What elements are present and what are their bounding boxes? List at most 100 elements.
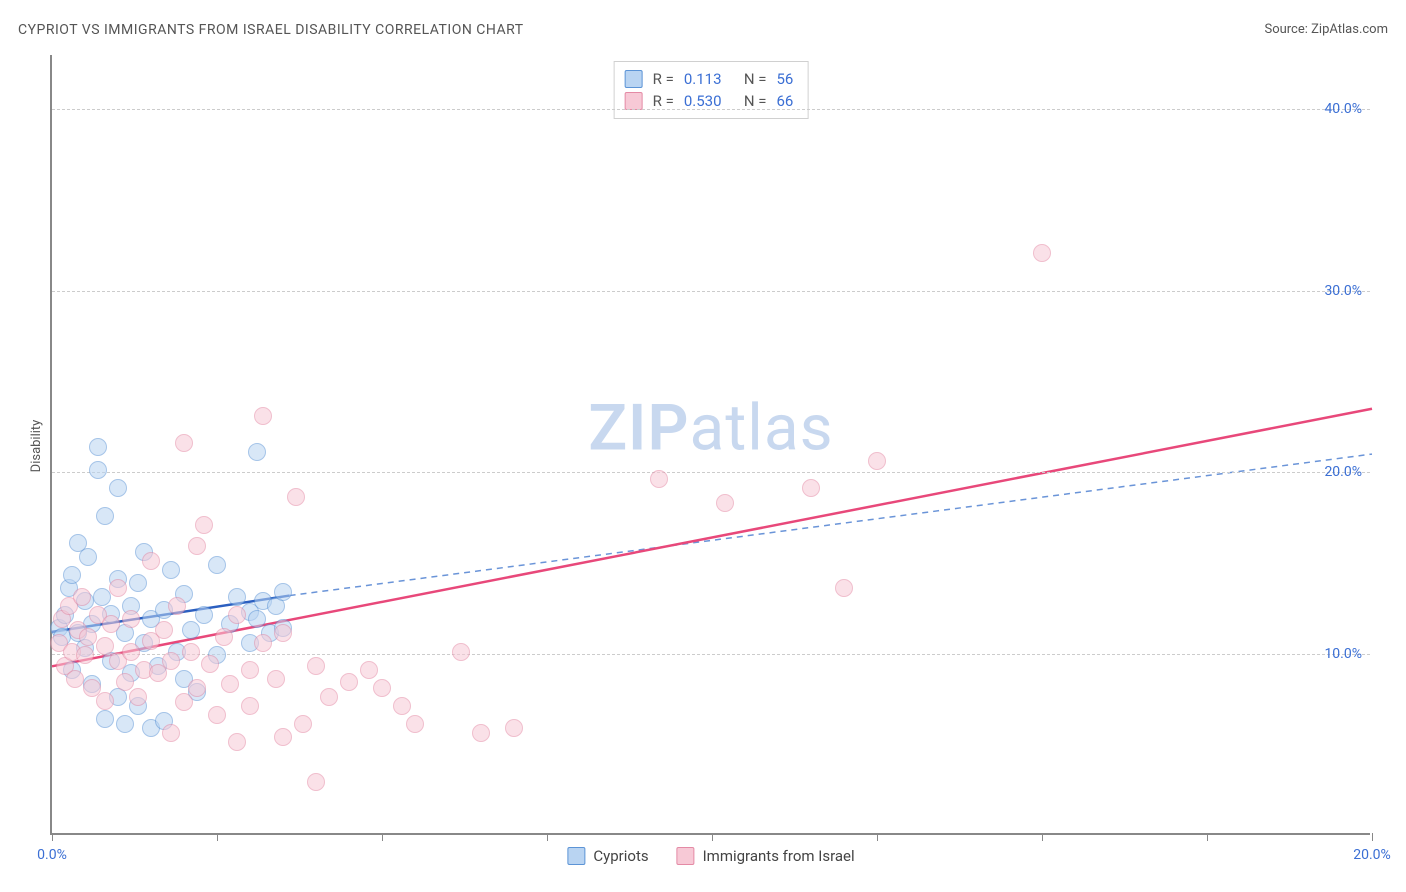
scatter-point	[188, 537, 206, 555]
gridline	[52, 654, 1370, 655]
scatter-point	[393, 697, 411, 715]
scatter-point	[254, 634, 272, 652]
scatter-point	[142, 552, 160, 570]
scatter-point	[182, 643, 200, 661]
x-tick	[712, 833, 713, 841]
scatter-point	[868, 452, 886, 470]
scatter-point	[307, 657, 325, 675]
scatter-point	[168, 597, 186, 615]
scatter-point	[406, 715, 424, 733]
legend-item: Immigrants from Israel	[677, 847, 855, 865]
scatter-point	[1033, 244, 1051, 262]
scatter-point	[96, 692, 114, 710]
x-tick	[547, 833, 548, 841]
scatter-point	[102, 615, 120, 633]
legend-swatch	[567, 847, 585, 865]
legend-label: Cypriots	[593, 847, 648, 865]
y-tick-label: 30.0%	[1324, 283, 1362, 299]
scatter-point	[360, 661, 378, 679]
legend-label: Immigrants from Israel	[703, 847, 855, 865]
scatter-point	[274, 583, 292, 601]
scatter-point	[208, 706, 226, 724]
x-tick	[877, 833, 878, 841]
scatter-point	[835, 579, 853, 597]
scatter-point	[215, 628, 233, 646]
scatter-point	[96, 637, 114, 655]
scatter-point	[79, 548, 97, 566]
x-tick	[217, 833, 218, 841]
plot-area: ZIPatlas R =0.113N =56R =0.530N =66 Cypr…	[50, 55, 1370, 835]
gridline	[52, 109, 1370, 110]
scatter-point	[116, 715, 134, 733]
scatter-point	[89, 461, 107, 479]
scatter-point	[472, 724, 490, 742]
y-tick-label: 10.0%	[1324, 646, 1362, 662]
legend-item: Cypriots	[567, 847, 648, 865]
trend-line	[290, 454, 1372, 595]
scatter-point	[201, 655, 219, 673]
scatter-point	[79, 628, 97, 646]
scatter-point	[122, 610, 140, 628]
scatter-point	[307, 773, 325, 791]
scatter-point	[208, 556, 226, 574]
scatter-point	[162, 724, 180, 742]
legend-n-value: 66	[776, 92, 793, 110]
scatter-point	[175, 434, 193, 452]
scatter-point	[248, 443, 266, 461]
y-tick-label: 20.0%	[1324, 464, 1362, 480]
legend-n-label: N =	[744, 92, 767, 110]
scatter-point	[96, 710, 114, 728]
chart-title: CYPRIOT VS IMMIGRANTS FROM ISRAEL DISABI…	[18, 22, 524, 38]
legend-bottom: Cypriots Immigrants from Israel	[567, 847, 854, 865]
scatter-point	[76, 646, 94, 664]
legend-n-value: 56	[776, 70, 793, 88]
scatter-point	[221, 675, 239, 693]
legend-r-value: 0.113	[684, 70, 734, 88]
scatter-point	[96, 507, 114, 525]
scatter-point	[116, 673, 134, 691]
trend-lines	[52, 55, 1370, 833]
scatter-point	[195, 606, 213, 624]
legend-swatch	[625, 92, 643, 110]
scatter-point	[182, 621, 200, 639]
scatter-point	[66, 670, 84, 688]
scatter-point	[162, 652, 180, 670]
scatter-point	[241, 697, 259, 715]
scatter-point	[452, 643, 470, 661]
scatter-point	[254, 407, 272, 425]
scatter-point	[63, 566, 81, 584]
scatter-point	[340, 673, 358, 691]
scatter-point	[287, 488, 305, 506]
scatter-point	[716, 494, 734, 512]
chart-source: Source: ZipAtlas.com	[1264, 22, 1388, 37]
legend-r-value: 0.530	[684, 92, 734, 110]
scatter-point	[155, 621, 173, 639]
scatter-point	[162, 561, 180, 579]
x-tick	[1042, 833, 1043, 841]
legend-stats-row: R = 0.113 N = 56	[625, 68, 794, 90]
scatter-point	[89, 438, 107, 456]
scatter-point	[650, 470, 668, 488]
scatter-point	[294, 715, 312, 733]
scatter-point	[195, 516, 213, 534]
legend-r-label: R =	[653, 70, 674, 88]
scatter-point	[248, 610, 266, 628]
x-tick	[52, 833, 53, 841]
chart-container: CYPRIOT VS IMMIGRANTS FROM ISRAEL DISABI…	[0, 0, 1406, 892]
scatter-point	[505, 719, 523, 737]
legend-n-label: N =	[744, 70, 767, 88]
scatter-point	[802, 479, 820, 497]
scatter-point	[373, 679, 391, 697]
y-tick-label: 40.0%	[1324, 101, 1362, 117]
scatter-point	[129, 574, 147, 592]
scatter-point	[93, 588, 111, 606]
scatter-point	[267, 670, 285, 688]
x-tick-label: 0.0%	[37, 847, 67, 863]
scatter-point	[188, 679, 206, 697]
scatter-point	[274, 728, 292, 746]
gridline	[52, 291, 1370, 292]
legend-swatch	[625, 70, 643, 88]
scatter-point	[228, 588, 246, 606]
x-tick	[1372, 833, 1373, 841]
scatter-point	[320, 688, 338, 706]
